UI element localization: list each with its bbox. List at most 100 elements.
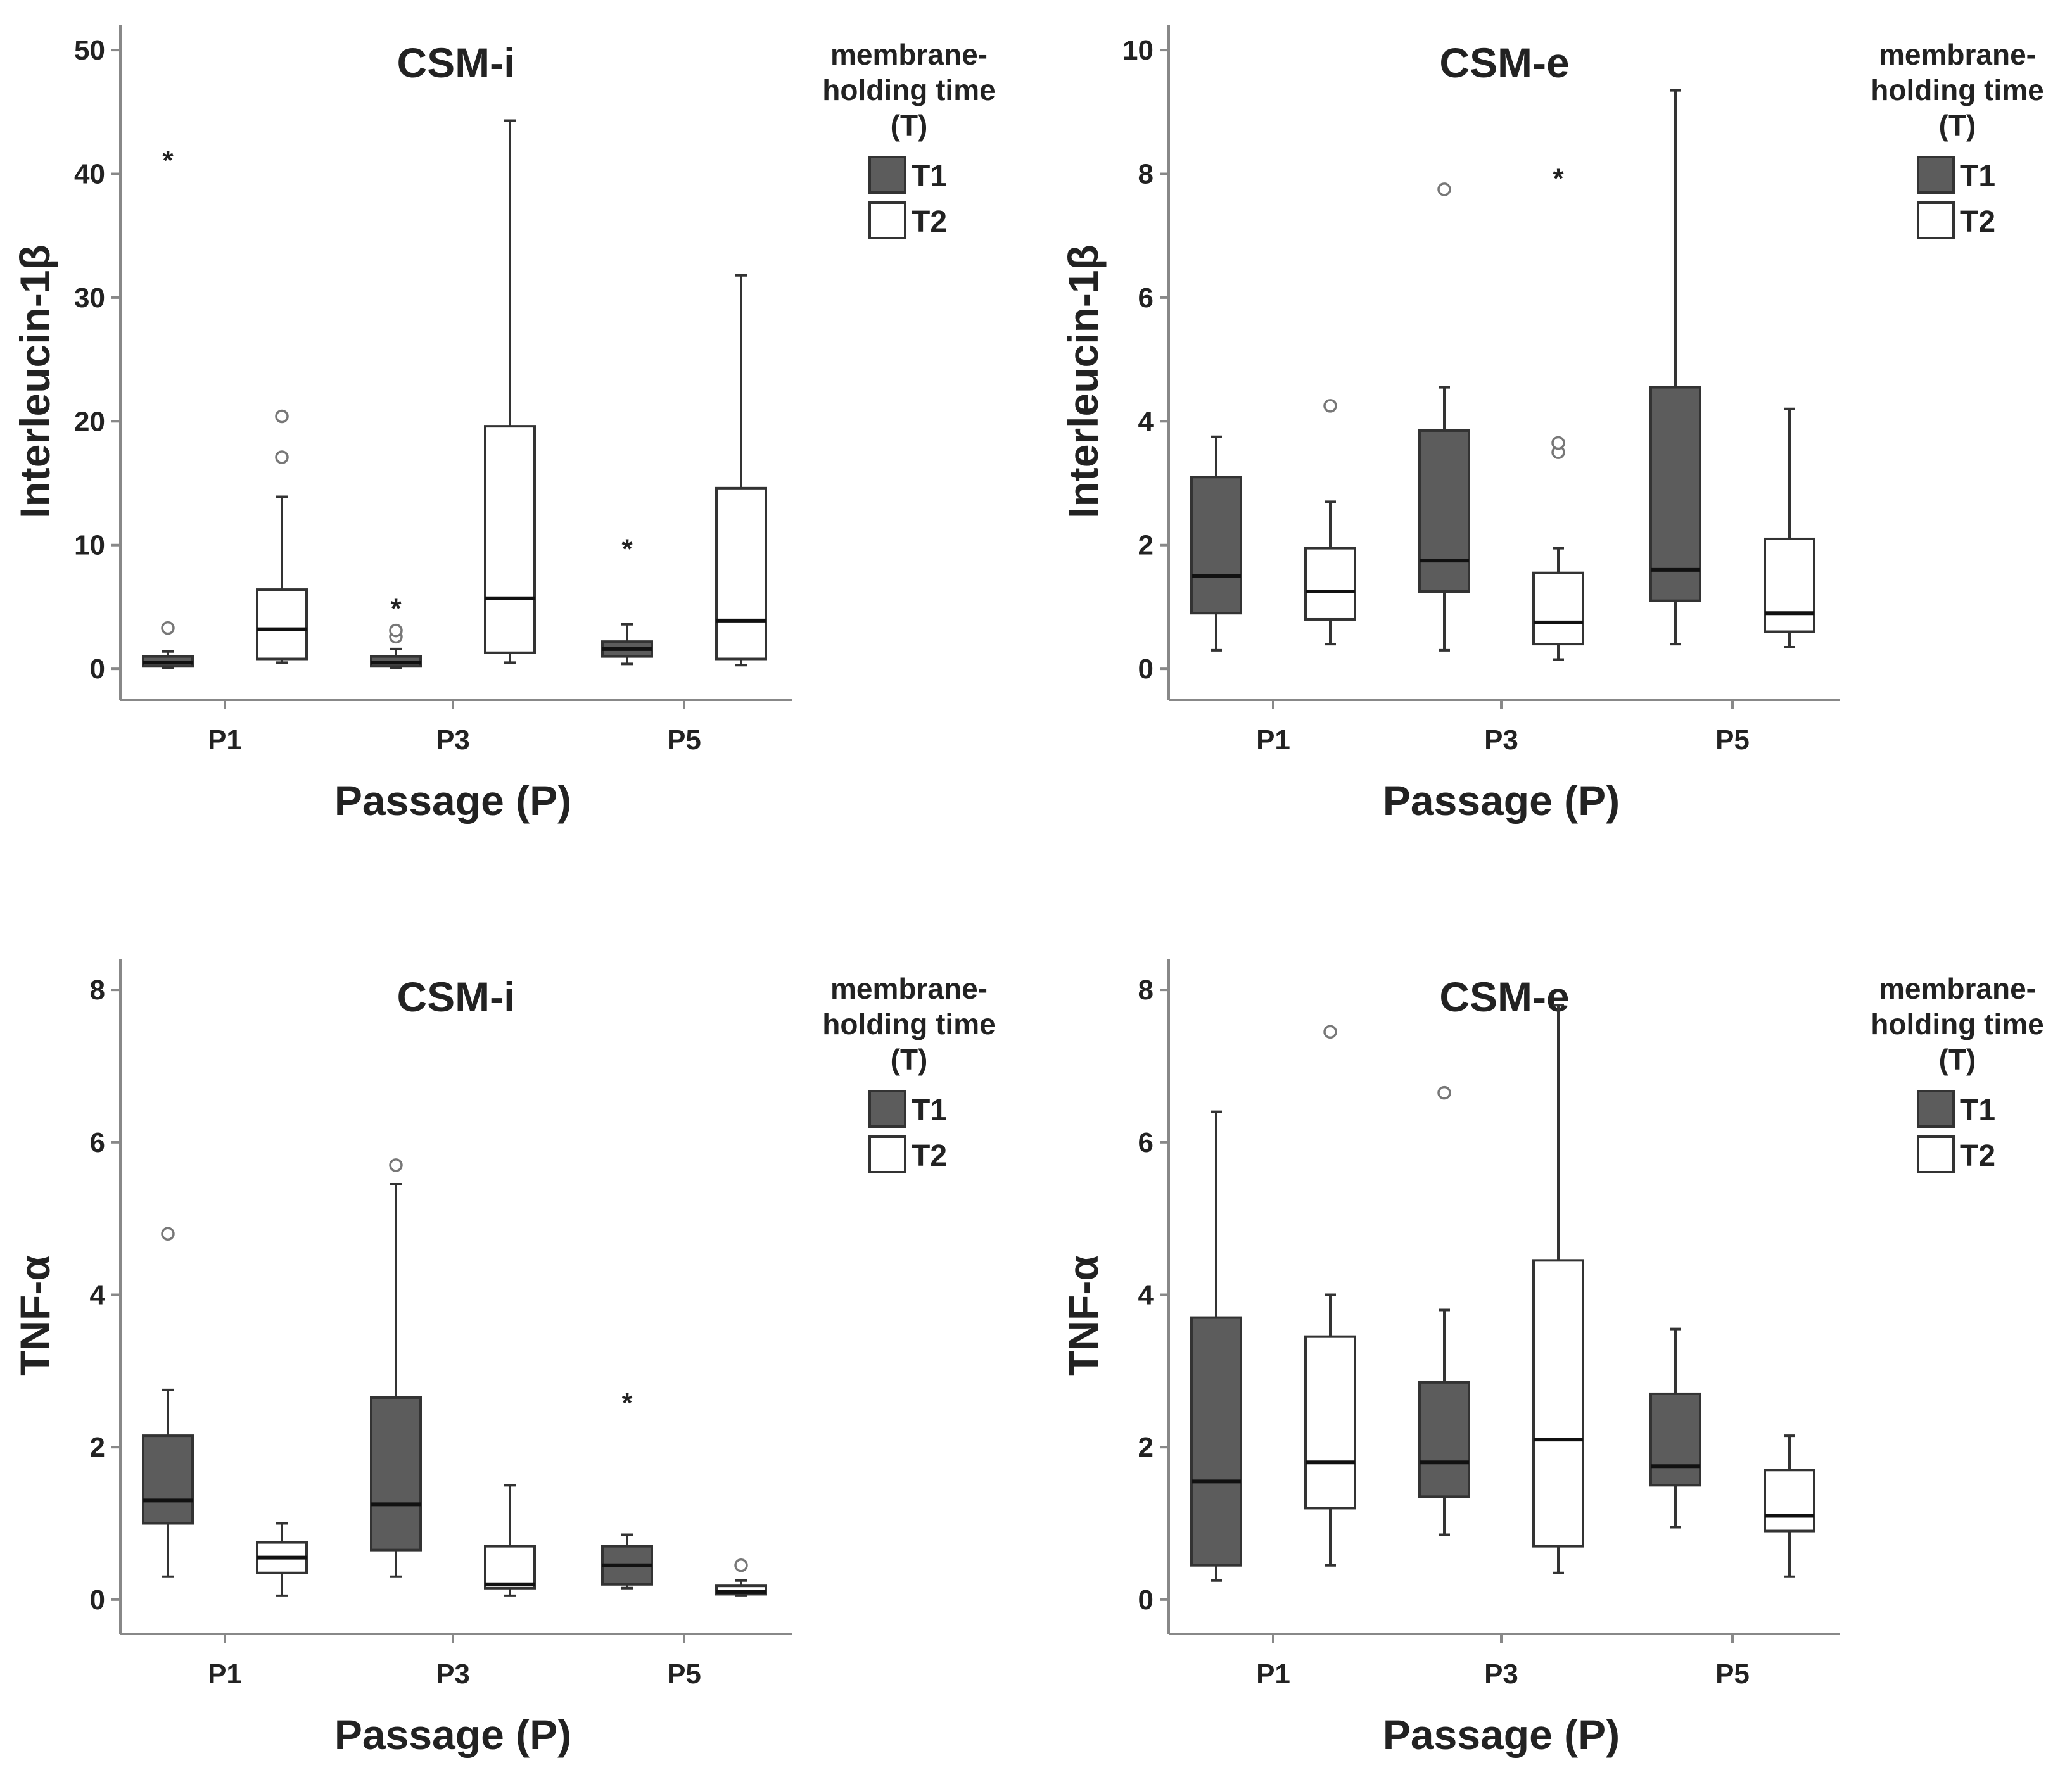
box-t2-p3 <box>484 1484 536 1597</box>
outlier-star: * <box>1553 163 1564 194</box>
box-t2-p3 <box>1532 1004 1584 1574</box>
x-tick-label-p3: P3 <box>1484 724 1518 755</box>
legend-label-t2: T2 <box>912 1139 947 1173</box>
y-tick-label: 40 <box>74 158 105 189</box>
y-axis-label: TNF-α <box>11 1255 58 1376</box>
y-tick-label: 8 <box>1138 158 1154 189</box>
box-t2-p3 <box>484 119 536 664</box>
box-t2-p1 <box>256 1522 308 1597</box>
y-tick-label: 0 <box>1138 654 1154 685</box>
x-tick-label-p5: P5 <box>667 724 701 755</box>
box-t2-p5 <box>715 1558 767 1597</box>
legend-title-line: membrane- <box>830 972 988 1005</box>
legend-swatch-t1 <box>1917 1090 1955 1128</box>
iqr-box <box>484 425 536 654</box>
chart-panel-4: 0 2 4 6 8 P1 P3 P5 Passage (P) TNF-α CSM-e membrane… <box>1060 959 2044 1758</box>
iqr-box <box>1649 1392 1701 1487</box>
iqr-box <box>1532 1259 1584 1548</box>
outlier-circle <box>389 623 403 638</box>
outlier-circle <box>1551 436 1565 450</box>
outlier-circle <box>389 1158 403 1172</box>
y-axis-label: Interleucin-1β <box>11 244 58 519</box>
chart-panel-3: 0 2 4 6 8 P1 P3 P5 Passage (P) TNF-α CSM-i * membran… <box>11 959 996 1758</box>
x-tick-label-p5: P5 <box>1715 724 1750 755</box>
legend: membrane-holding time(T) T1 T2 <box>1871 38 2044 239</box>
series-t2 <box>256 1484 767 1597</box>
box-t1-p5 <box>1649 89 1701 646</box>
legend-swatch-t2 <box>1917 201 1955 239</box>
box-t1-p5: * <box>601 534 653 666</box>
legend-title-line: holding time <box>1871 73 2043 106</box>
legend-title-line: membrane- <box>1879 972 2036 1005</box>
legend-swatch-t1 <box>868 156 906 194</box>
y-tick-label: 2 <box>1138 530 1154 561</box>
iqr-box <box>1304 547 1356 621</box>
x-axis-label: Passage (P) <box>1383 1711 1620 1758</box>
box-t1-p3 <box>370 1158 422 1578</box>
series-t2 <box>1304 1004 1815 1578</box>
y-tick-label: 8 <box>90 975 105 1006</box>
legend-label-t1: T1 <box>1960 160 1995 193</box>
legend-swatch-t2 <box>868 1135 906 1173</box>
y-tick-label: 0 <box>90 1584 105 1615</box>
legend-label-t2: T2 <box>1960 1139 1995 1173</box>
box-t1-p1: * <box>142 145 194 669</box>
x-tick-label-p1: P1 <box>208 1659 242 1690</box>
iqr-box <box>1649 386 1701 602</box>
iqr-box <box>370 1396 422 1552</box>
y-tick-label: 0 <box>1138 1584 1154 1615</box>
legend-title-line: membrane- <box>1879 38 2036 71</box>
legend-label-t1: T1 <box>912 1094 947 1127</box>
legend-label-t1: T1 <box>912 160 947 193</box>
box-t1-p3: * <box>370 593 422 669</box>
legend-swatch-t2 <box>868 201 906 239</box>
chart-title: CSM-e <box>1439 973 1569 1020</box>
box-t1-p3 <box>1418 182 1470 652</box>
chart-panel-2: 0 2 4 6 8 10 P1 P3 P5 Passage (P) Interleucin-1β CS… <box>1060 25 2044 824</box>
outlier-circle <box>275 409 289 424</box>
iqr-box <box>715 486 767 661</box>
y-tick-label: 4 <box>90 1279 106 1310</box>
y-tick-label: 6 <box>1138 282 1154 313</box>
legend-swatch-t2 <box>1917 1135 1955 1173</box>
y-tick-label: 2 <box>1138 1432 1154 1463</box>
box-t1-p1 <box>142 1227 194 1578</box>
y-tick-label: 4 <box>1138 1279 1154 1310</box>
box-t2-p1 <box>1304 399 1356 646</box>
series-t2 <box>256 119 767 667</box>
iqr-box <box>1190 476 1242 615</box>
outlier-circle <box>275 450 289 464</box>
x-axis-label: Passage (P) <box>334 777 571 824</box>
iqr-box <box>1764 537 1815 633</box>
outlier-circle <box>1323 1025 1337 1039</box>
legend: membrane-holding time(T) T1 T2 <box>822 972 996 1173</box>
outlier-star: * <box>621 1388 633 1419</box>
legend-title-line: (T) <box>891 1043 928 1076</box>
iqr-box <box>1532 571 1584 646</box>
y-tick-label: 8 <box>1138 975 1154 1006</box>
series-t2: * <box>1304 163 1815 661</box>
box-t1-p3 <box>1418 1085 1470 1536</box>
x-tick-label-p1: P1 <box>1256 724 1290 755</box>
iqr-box <box>484 1545 536 1590</box>
x-axis-label: Passage (P) <box>334 1711 571 1758</box>
legend-title-line: holding time <box>822 1008 995 1040</box>
y-tick-label: 6 <box>1138 1127 1154 1158</box>
chart-panel-1: 0 10 20 30 40 50 P1 P3 P5 Passage (P) Interleucin-… <box>11 25 996 824</box>
legend-title-line: holding time <box>1871 1008 2043 1040</box>
chart-title: CSM-e <box>1439 39 1569 86</box>
legend-label-t2: T2 <box>912 205 947 239</box>
x-tick-label-p3: P3 <box>1484 1659 1518 1690</box>
box-t1-p5 <box>1649 1327 1701 1529</box>
outlier-circle <box>1323 399 1337 413</box>
legend-title-line: (T) <box>1939 1043 1976 1076</box>
x-tick-label-p1: P1 <box>208 724 242 755</box>
iqr-box <box>1764 1469 1815 1533</box>
legend-label-t2: T2 <box>1960 205 1995 239</box>
legend-label-t1: T1 <box>1960 1094 1995 1127</box>
legend-title-line: holding time <box>822 73 995 106</box>
iqr-box <box>1418 1381 1470 1498</box>
y-axis-label: Interleucin-1β <box>1060 244 1107 519</box>
x-axis-label: Passage (P) <box>1383 777 1620 824</box>
